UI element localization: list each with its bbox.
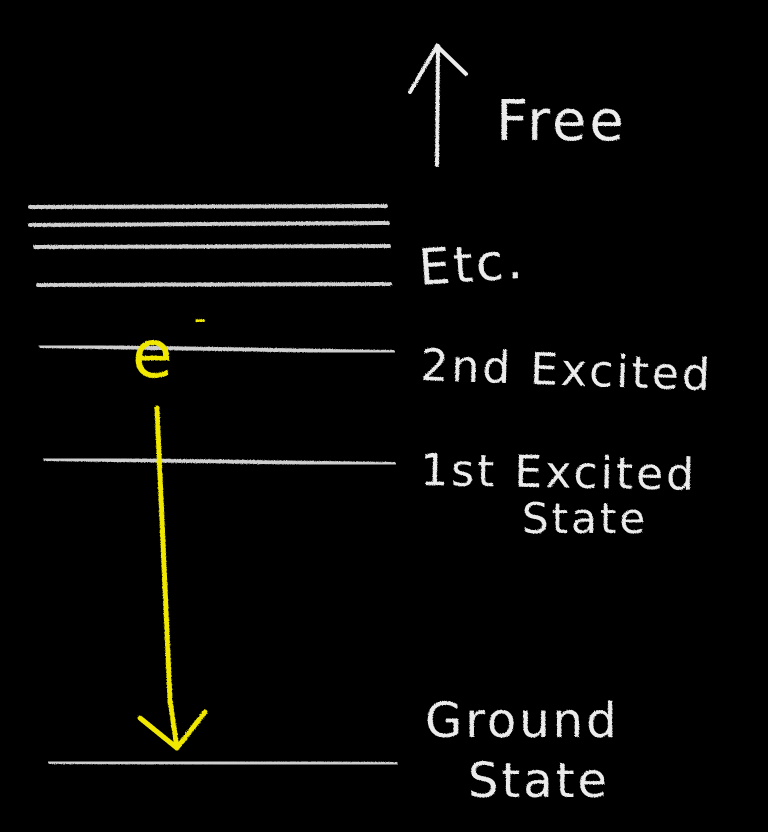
energy-level-line: [33, 244, 391, 249]
etc-levels: [28, 204, 392, 287]
ground-level-line: [48, 760, 398, 766]
energy-level-line: [28, 221, 390, 227]
second-excited-label: 2nd Excited: [420, 340, 714, 401]
energy-level-line: [36, 282, 392, 287]
electron-charge-label: -: [194, 299, 206, 339]
energy-level-line: [28, 204, 388, 209]
free-label: Free: [496, 89, 627, 154]
ground-label: Ground: [425, 693, 620, 749]
first-excited-level-line: [43, 457, 396, 466]
ground-state-label: State: [468, 753, 610, 809]
etc-label: Etc.: [417, 232, 527, 297]
free-arrow-icon: [408, 42, 468, 167]
first-excited-label: 1st Excited: [420, 445, 698, 501]
second-excited-level-line: [39, 344, 395, 354]
electron-transition-arrow-icon: [137, 405, 208, 751]
first-excited-state-label: State: [522, 494, 648, 543]
electron-symbol: e -: [132, 299, 206, 393]
electron-label: e: [132, 316, 173, 393]
